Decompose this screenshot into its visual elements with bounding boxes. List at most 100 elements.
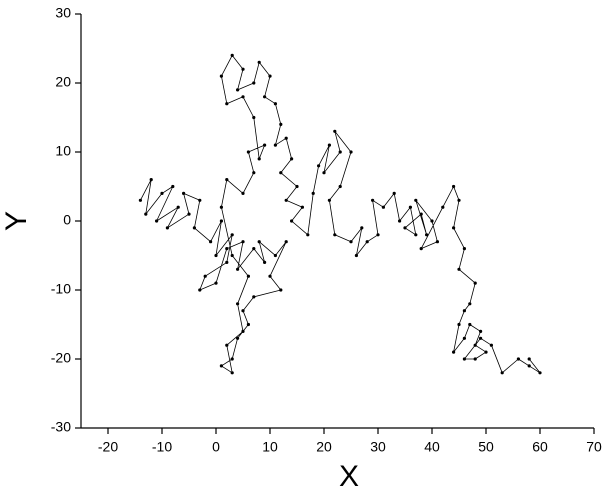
walk-point xyxy=(457,322,461,327)
x-tick-label: 60 xyxy=(532,439,548,455)
walk-point xyxy=(317,164,321,168)
walk-point xyxy=(203,274,207,278)
y-tick-label: 30 xyxy=(55,5,71,21)
walk-point xyxy=(219,205,223,209)
walk-point xyxy=(144,212,148,216)
walk-point xyxy=(349,240,353,244)
walk-point xyxy=(527,364,531,368)
walk-point xyxy=(252,247,256,251)
walk-point xyxy=(268,74,272,78)
walk-point xyxy=(452,226,456,230)
walk-point xyxy=(182,191,186,195)
walk-point xyxy=(419,247,423,251)
walk-point xyxy=(489,343,493,347)
walk-point xyxy=(300,205,304,209)
walk-point xyxy=(284,198,288,202)
y-tick-label: -20 xyxy=(51,350,71,366)
walk-point xyxy=(176,205,180,209)
walk-point xyxy=(462,336,466,340)
x-tick-label: 50 xyxy=(478,439,494,455)
walk-point xyxy=(241,191,245,195)
walk-point xyxy=(236,267,240,271)
walk-point xyxy=(225,102,229,106)
walk-point xyxy=(365,240,369,244)
walk-point xyxy=(209,240,213,244)
walk-point xyxy=(290,219,294,223)
walk-point xyxy=(468,302,472,306)
walk-point xyxy=(322,171,326,175)
walk-point xyxy=(333,129,337,133)
walk-point xyxy=(441,205,445,209)
walk-point xyxy=(279,122,283,126)
walk-point xyxy=(192,226,196,230)
walk-point xyxy=(457,198,461,202)
walk-point xyxy=(425,233,429,237)
walk-point xyxy=(462,357,466,361)
walk-point xyxy=(284,136,288,140)
walk-point xyxy=(398,219,402,223)
walk-point xyxy=(257,60,261,64)
walk-point xyxy=(279,171,283,175)
walk-point xyxy=(236,302,240,306)
walk-point xyxy=(198,198,202,202)
walk-point xyxy=(349,150,353,154)
walk-point xyxy=(263,143,267,147)
walk-point xyxy=(138,198,142,202)
x-tick-label: 40 xyxy=(424,439,440,455)
walk-point xyxy=(252,115,256,120)
walk-point xyxy=(452,350,456,354)
walk-point xyxy=(225,260,229,264)
y-axis-label: Y xyxy=(0,211,33,231)
x-tick-label: -10 xyxy=(152,439,172,455)
walk-point xyxy=(381,205,385,209)
walk-point xyxy=(230,253,234,258)
walk-point xyxy=(187,212,191,216)
walk-point xyxy=(230,233,234,237)
walk-point xyxy=(263,95,267,99)
walk-point xyxy=(290,157,294,161)
walk-point xyxy=(306,233,310,237)
walk-point xyxy=(268,274,272,278)
walk-point xyxy=(225,178,229,182)
walk-point xyxy=(219,364,223,368)
walk-point xyxy=(241,309,245,313)
y-tick-label: 20 xyxy=(55,74,71,90)
walk-point xyxy=(230,357,234,361)
walk-point xyxy=(246,322,250,327)
walk-point xyxy=(252,295,256,299)
walk-point xyxy=(225,343,229,347)
walk-point xyxy=(376,233,380,237)
x-axis-label: X xyxy=(339,460,359,491)
walk-point xyxy=(236,336,240,340)
walk-point xyxy=(252,171,256,175)
walk-point xyxy=(284,240,288,244)
walk-point xyxy=(468,322,472,327)
walk-point xyxy=(246,150,250,154)
walk-point xyxy=(241,95,245,99)
x-tick-label: 0 xyxy=(212,439,220,455)
x-tick-label: 30 xyxy=(370,439,386,455)
walk-point xyxy=(484,350,488,354)
walk-point xyxy=(419,212,423,216)
walk-line xyxy=(140,55,541,374)
walk-point xyxy=(214,253,218,258)
walk-point xyxy=(219,219,223,223)
walk-point xyxy=(516,357,521,361)
walk-point xyxy=(246,274,250,278)
walk-point xyxy=(462,309,466,313)
x-tick-label: 20 xyxy=(316,439,332,455)
walk-point xyxy=(295,184,299,189)
walk-point xyxy=(273,102,277,106)
y-tick-label: 10 xyxy=(55,143,71,159)
walk-point xyxy=(457,267,461,271)
walk-point xyxy=(230,371,234,375)
y-tick-label: -10 xyxy=(51,281,71,297)
walk-point xyxy=(403,226,407,230)
walk-point xyxy=(408,205,412,209)
walk-point xyxy=(149,178,153,182)
walk-point xyxy=(414,198,418,202)
x-tick-label: 10 xyxy=(262,439,278,455)
walk-point xyxy=(160,191,164,195)
